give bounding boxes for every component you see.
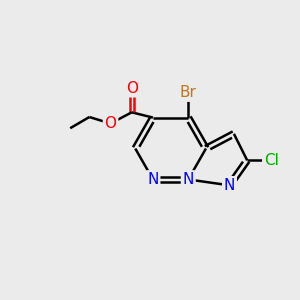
Text: Cl: Cl xyxy=(264,153,279,168)
Text: O: O xyxy=(126,81,138,96)
Text: Br: Br xyxy=(180,85,197,100)
Text: N: N xyxy=(147,172,159,187)
Text: O: O xyxy=(104,116,116,131)
Text: N: N xyxy=(224,178,235,193)
Text: N: N xyxy=(183,172,194,187)
